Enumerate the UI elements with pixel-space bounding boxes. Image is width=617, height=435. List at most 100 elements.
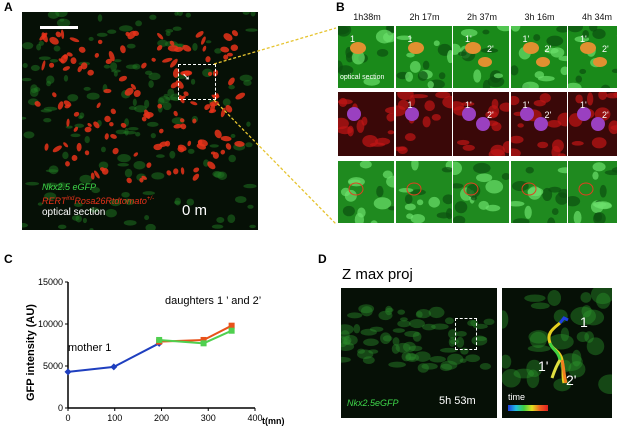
- red-cell: [52, 92, 57, 98]
- green-cell: [126, 43, 136, 49]
- red-cell: [103, 88, 112, 94]
- red-cell: [223, 54, 229, 60]
- cell-id-label: 2': [602, 44, 609, 54]
- red-cell: [214, 129, 222, 139]
- green-cell: [135, 20, 142, 27]
- green-cell: [392, 337, 400, 346]
- panel-d-cells: [341, 304, 495, 373]
- tile-cell: [496, 26, 509, 32]
- tile-cell: [546, 120, 561, 128]
- green-cell: [22, 63, 28, 68]
- green-cell: [96, 32, 108, 37]
- green-cell: [439, 363, 453, 372]
- red-cell: [84, 150, 90, 156]
- x-tick-label: 300: [201, 413, 216, 423]
- red-cell: [220, 149, 226, 155]
- tracked-cell: [577, 107, 591, 121]
- series-line: [159, 329, 233, 345]
- green-cell: [471, 335, 488, 346]
- green-cell: [341, 324, 354, 335]
- green-cell: [388, 361, 406, 368]
- red-cell: [159, 141, 168, 147]
- tile-texture: [338, 97, 394, 148]
- tile-cell: [363, 77, 380, 86]
- green-cell: [57, 224, 67, 230]
- green-cell: [187, 148, 195, 154]
- timelapse-tile: 1' 2': [568, 92, 617, 156]
- green-cell: [245, 142, 253, 148]
- green-cell: [397, 320, 411, 328]
- green-cell: [144, 215, 150, 221]
- tile-cell: [592, 171, 599, 180]
- track-label-1: 1: [580, 314, 588, 330]
- red-cell: [110, 108, 116, 115]
- x-tick-label: 100: [107, 413, 122, 423]
- red-cell: [73, 111, 80, 117]
- tile-cell: [404, 194, 413, 205]
- green-cell: [169, 150, 176, 159]
- green-cell: [243, 183, 257, 189]
- red-cell: [230, 44, 239, 52]
- red-cell: [108, 50, 115, 62]
- red-cell: [133, 152, 139, 157]
- green-cell: [216, 216, 225, 223]
- caption-rert: RERTindRosa26Rtdtomato+/-: [42, 194, 154, 207]
- green-cell: [227, 214, 236, 223]
- tile-cell: [480, 48, 499, 54]
- cell-id-label: 1: [350, 34, 356, 44]
- green-cell: [362, 356, 375, 364]
- red-cell: [200, 36, 206, 45]
- green-cell: [117, 154, 131, 163]
- tracked-cell: [462, 107, 476, 121]
- data-point: [200, 336, 207, 343]
- green-cell: [428, 306, 445, 319]
- green-cell: [412, 331, 422, 342]
- green-cell: [395, 342, 411, 353]
- chart-series: [64, 322, 235, 376]
- tile-cell: [340, 187, 351, 197]
- tile-cell: [591, 137, 607, 149]
- tile-cell: [532, 34, 540, 42]
- red-cell: [226, 52, 233, 57]
- red-cell: [104, 115, 111, 123]
- tile-texture: [395, 35, 452, 88]
- green-cell: [475, 336, 487, 341]
- green-cell: [416, 309, 432, 319]
- green-cell: [222, 98, 231, 107]
- tile-texture: [453, 161, 509, 223]
- tile-cell: [573, 210, 582, 223]
- green-cell: [342, 339, 351, 345]
- tile-cell: [545, 35, 563, 47]
- red-cell: [220, 46, 230, 53]
- red-cell: [52, 145, 62, 153]
- green-cell: [78, 115, 83, 120]
- green-cell: [162, 101, 172, 111]
- green-cell: [414, 351, 431, 362]
- tracked-cell: [465, 42, 481, 54]
- y-tick-label: 5000: [43, 361, 63, 371]
- x-tick-label: 400: [247, 413, 262, 423]
- red-cell: [126, 177, 132, 184]
- tile-cell: [543, 47, 559, 54]
- red-cell: [97, 39, 103, 45]
- green-cell: [467, 319, 477, 327]
- data-point: [64, 368, 72, 376]
- tile-cell: [541, 187, 552, 202]
- green-cell: [404, 330, 420, 338]
- tile-cell: [516, 123, 524, 128]
- green-cell: [43, 118, 52, 123]
- green-cell: [185, 12, 191, 18]
- x-tick-label: 200: [154, 413, 169, 423]
- red-cell: [112, 147, 119, 155]
- tile-texture: [568, 26, 617, 88]
- green-cell: [163, 93, 169, 98]
- red-cell: [120, 45, 126, 54]
- track-label-1p: 1': [538, 358, 549, 374]
- cell-outline: [521, 182, 536, 196]
- red-cell: [228, 77, 235, 86]
- red-cell: [207, 71, 213, 77]
- tile-cell: [485, 204, 501, 212]
- green-cell: [113, 59, 122, 63]
- red-cell: [69, 37, 80, 43]
- cell-id-label: 1': [522, 100, 530, 110]
